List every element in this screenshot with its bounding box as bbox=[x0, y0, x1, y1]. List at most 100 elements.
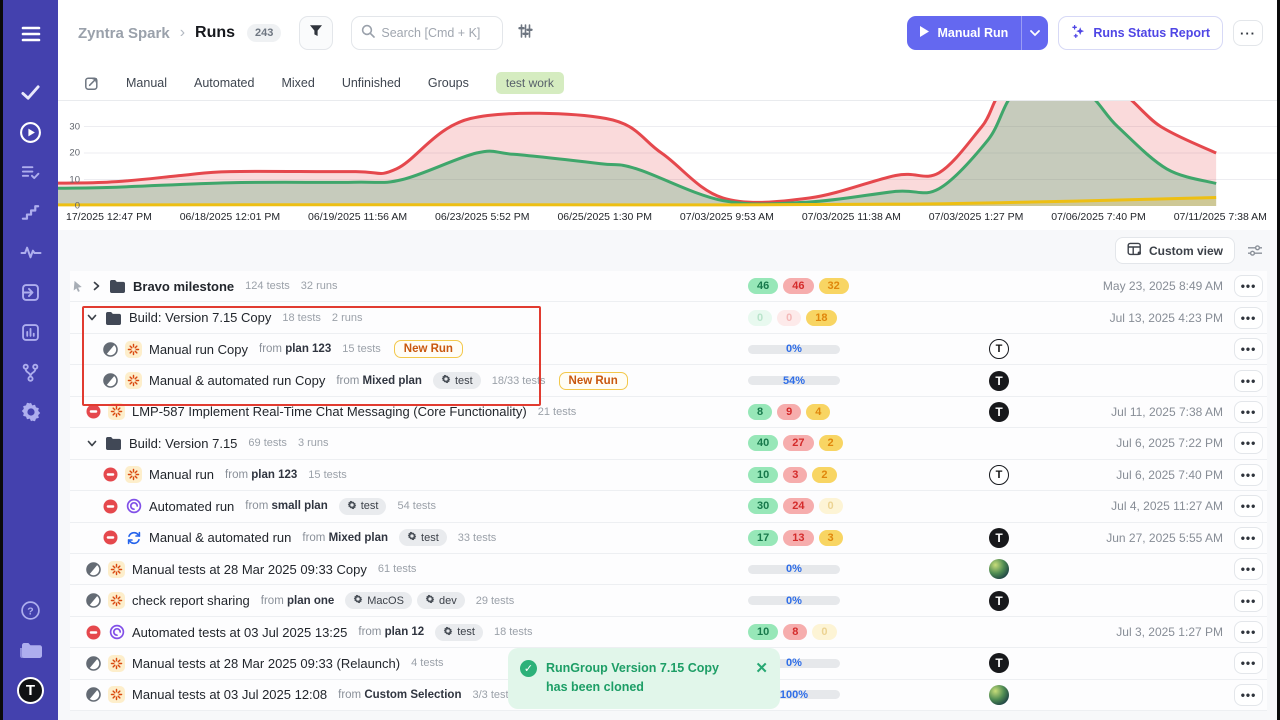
mixed-run-icon bbox=[125, 529, 142, 546]
row-more-button[interactable]: ••• bbox=[1234, 463, 1263, 486]
gear-icon bbox=[443, 626, 453, 639]
run-row[interactable]: Manual run Copy from plan 123 15 tests New … bbox=[70, 333, 1267, 366]
run-row[interactable]: Automated tests at 03 Jul 2025 13:25 from… bbox=[70, 616, 1267, 649]
chart-line-other bbox=[58, 196, 1217, 207]
run-row[interactable]: check report sharing from plan one MacOS de… bbox=[70, 585, 1267, 617]
row-more-button[interactable]: ••• bbox=[1234, 338, 1263, 361]
sidebar-item-import[interactable] bbox=[12, 272, 50, 312]
count-badge-red: 46 bbox=[783, 278, 814, 295]
tests-count: 3/3 tests bbox=[472, 688, 515, 701]
search-input[interactable] bbox=[381, 26, 494, 40]
row-more-button[interactable]: ••• bbox=[1234, 683, 1263, 706]
row-more-button[interactable]: ••• bbox=[1234, 526, 1263, 549]
run-row[interactable]: Manual run from plan 123 15 tests 10 3 2 T Jul … bbox=[70, 459, 1267, 492]
sidebar-bottom: ? T bbox=[12, 590, 50, 710]
chart-x-axis: 17/2025 12:47 PM 06/18/2025 12:01 PM 06/19… bbox=[58, 211, 1277, 223]
progress-bar: 0% bbox=[748, 657, 840, 669]
row-more-button[interactable]: ••• bbox=[1234, 306, 1263, 329]
row-more-button[interactable]: ••• bbox=[1234, 495, 1263, 518]
sidebar-item-projects[interactable] bbox=[12, 630, 50, 670]
tab-unfinished[interactable]: Unfinished bbox=[341, 76, 401, 90]
run-row[interactable]: Manual tests at 28 Mar 2025 09:33 Copy 61… bbox=[70, 553, 1267, 586]
manual-run-icon bbox=[108, 686, 125, 704]
sidebar-menu-slot bbox=[12, 14, 50, 54]
tab-automated[interactable]: Automated bbox=[194, 76, 255, 90]
sidebar-item-account[interactable]: T bbox=[12, 670, 50, 710]
folder-light-icon bbox=[19, 641, 42, 660]
assignee-column bbox=[987, 684, 1011, 705]
adjustments-icon[interactable] bbox=[517, 23, 534, 44]
share-chart-icon[interactable] bbox=[84, 76, 99, 91]
filter-chip-test-work[interactable]: test work bbox=[495, 72, 564, 94]
status-failed-icon bbox=[103, 499, 118, 514]
sidebar-item-activity[interactable] bbox=[12, 232, 50, 272]
chart-line-passed bbox=[58, 101, 1217, 206]
menu-icon[interactable] bbox=[12, 14, 50, 54]
tab-manual[interactable]: Manual bbox=[126, 76, 167, 90]
new-run-badge: New Run bbox=[558, 371, 628, 390]
row-more-button[interactable]: ••• bbox=[1234, 621, 1263, 644]
row-more-button[interactable]: ••• bbox=[1234, 589, 1263, 612]
row-more-button[interactable]: ••• bbox=[1234, 558, 1263, 581]
runs-status-report-button[interactable]: Runs Status Report bbox=[1058, 16, 1223, 50]
sidebar-item-reports[interactable] bbox=[12, 312, 50, 352]
sidebar-item-settings[interactable] bbox=[12, 392, 50, 432]
count-badge-red: 24 bbox=[783, 498, 814, 515]
run-row[interactable]: Automated run from small plan test 54 tests… bbox=[70, 491, 1267, 523]
manual-run-dropdown[interactable] bbox=[1021, 16, 1048, 50]
run-stats: 0% bbox=[748, 657, 840, 669]
row-menu-column: ••• bbox=[1234, 432, 1263, 455]
row-more-button[interactable]: ••• bbox=[1234, 652, 1263, 675]
tab-groups[interactable]: Groups bbox=[427, 76, 469, 90]
run-row[interactable]: Manual & automated run Copy from Mixed pl… bbox=[70, 365, 1267, 397]
row-more-button[interactable]: ••• bbox=[1234, 400, 1263, 423]
chevron-down-icon[interactable] bbox=[86, 439, 98, 448]
assignee-column: T bbox=[987, 401, 1011, 422]
manual-run-icon bbox=[108, 560, 125, 578]
chevron-down-icon bbox=[1030, 24, 1041, 42]
search-box[interactable] bbox=[351, 16, 504, 50]
run-row[interactable]: Build: Version 7.15 69 tests 3 runs 40 27 2 Ju… bbox=[70, 428, 1267, 460]
filter-button[interactable] bbox=[299, 16, 334, 50]
runs-status-report-label: Runs Status Report bbox=[1093, 26, 1210, 40]
row-more-button[interactable]: ••• bbox=[1234, 369, 1263, 392]
list-settings-icon[interactable] bbox=[1247, 244, 1263, 257]
run-row[interactable]: LMP-587 Implement Real-Time Chat Messagi… bbox=[70, 396, 1267, 429]
sidebar-item-steps[interactable] bbox=[12, 192, 50, 232]
sidebar-item-runs[interactable] bbox=[12, 112, 50, 152]
folder-icon bbox=[109, 279, 126, 294]
row-main: Manual tests at 28 Mar 2025 09:33 Copy 61… bbox=[70, 560, 416, 578]
toast-close-icon[interactable]: ✕ bbox=[755, 660, 768, 677]
row-main: Manual run from plan 123 15 tests bbox=[70, 466, 347, 484]
assignee-avatar: T bbox=[989, 653, 1009, 674]
sidebar-item-branches[interactable] bbox=[12, 352, 50, 392]
run-title: Manual tests at 03 Jul 2025 12:08 bbox=[132, 687, 328, 703]
gear-icon bbox=[407, 531, 417, 544]
chevron-right-icon[interactable] bbox=[90, 281, 102, 291]
sidebar-nav bbox=[12, 72, 50, 432]
row-more-button[interactable]: ••• bbox=[1234, 275, 1263, 298]
run-row[interactable]: Bravo milestone 124 tests 32 runs 46 46 32 May… bbox=[70, 271, 1267, 303]
sidebar-item-help[interactable]: ? bbox=[12, 590, 50, 630]
automated-run-icon bbox=[125, 498, 142, 515]
success-check-icon: ✓ bbox=[520, 660, 537, 677]
run-stats: 10 8 0 bbox=[748, 624, 837, 641]
manual-run-button[interactable]: Manual Run bbox=[907, 16, 1021, 50]
row-main: Manual run Copy from plan 123 15 tests New … bbox=[70, 340, 463, 359]
sidebar-item-tests[interactable] bbox=[12, 72, 50, 112]
row-more-button[interactable]: ••• bbox=[1234, 432, 1263, 455]
run-row[interactable]: Build: Version 7.15 Copy 18 tests 2 runs 0 0… bbox=[70, 302, 1267, 334]
tab-mixed[interactable]: Mixed bbox=[281, 76, 315, 90]
row-menu-column: ••• bbox=[1234, 306, 1263, 329]
gear-icon bbox=[425, 594, 435, 607]
count-badge-yellow: 32 bbox=[818, 278, 849, 295]
assignee-avatar bbox=[989, 684, 1009, 705]
breadcrumb-project[interactable]: Zyntra Spark bbox=[78, 24, 170, 42]
run-row[interactable]: Manual & automated run from Mixed plan tes… bbox=[70, 522, 1267, 554]
sidebar-item-test-cases[interactable] bbox=[12, 152, 50, 192]
header-more-button[interactable]: ··· bbox=[1233, 20, 1263, 46]
assignee-avatar: T bbox=[989, 590, 1009, 611]
runs-trend-chart: 30 20 10 0 17/2025 12:47 PM 06/18/2025 12:01… bbox=[58, 100, 1277, 230]
custom-view-button[interactable]: Custom view bbox=[1114, 237, 1235, 264]
chevron-down-icon[interactable] bbox=[86, 313, 98, 322]
